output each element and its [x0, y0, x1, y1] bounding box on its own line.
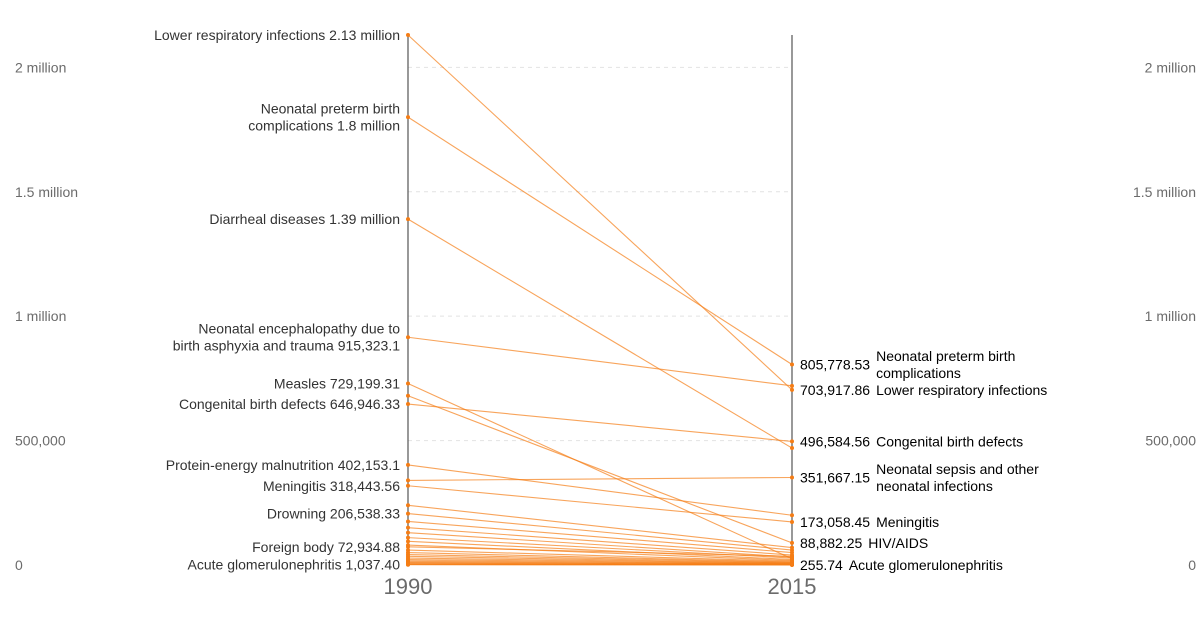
series-line: [407, 549, 793, 562]
y-tick-label-right: 1.5 million: [1133, 184, 1196, 200]
left-label: Acute glomerulonephritis 1,037.40: [188, 557, 401, 573]
y-tick-label-left: 1 million: [15, 308, 66, 324]
point-1990: [406, 503, 410, 508]
y-tick-label-right: 1 million: [1145, 308, 1196, 324]
point-1990: [406, 562, 410, 567]
point-1990: [406, 519, 410, 524]
left-label: Diarrheal diseases 1.39 million: [209, 211, 400, 227]
series-line: [407, 218, 793, 449]
point-1990: [406, 478, 410, 483]
right-label-name: Acute glomerulonephritis: [849, 557, 1003, 573]
right-label-name: Lower respiratory infections: [876, 382, 1047, 398]
series-line: [407, 383, 793, 560]
year-axes: [407, 35, 793, 565]
series-line: [407, 34, 793, 391]
series-line: [407, 116, 793, 365]
series-line: [407, 553, 793, 564]
series-line: [407, 557, 793, 564]
y-tick-label-left: 0: [15, 557, 23, 573]
point-2015: [790, 545, 794, 550]
right-label-value: 805,778.53: [800, 357, 870, 373]
right-label-name: Congenital birth defects: [876, 433, 1023, 449]
series-line: [407, 336, 793, 387]
right-label-value: 703,917.86: [800, 382, 870, 398]
series-line: [407, 527, 793, 556]
y-tick-label-right: 0: [1188, 557, 1196, 573]
point-1990: [406, 543, 410, 548]
series-line: [407, 504, 793, 549]
point-1990: [406, 511, 410, 516]
right-label-value: 255.74: [800, 557, 843, 573]
right-label-value: 496,584.56: [800, 433, 870, 449]
left-label: Neonatal encephalopathy due to birth asph…: [173, 321, 400, 354]
point-1990: [406, 483, 410, 488]
point-1990: [406, 217, 410, 222]
left-label: Lower respiratory infections 2.13 millio…: [154, 27, 400, 43]
series-lines: [407, 34, 793, 566]
x-tick-label: 1990: [384, 574, 433, 599]
y-axis-ticks: 0 0 500,000 500,000 1 million 1 million 1.5 mi…: [15, 59, 1196, 573]
point-2015: [790, 387, 794, 392]
point-1990: [406, 535, 410, 540]
left-label: Neonatal preterm birth complications 1.8 …: [248, 101, 400, 134]
right-label-name: Neonatal preterm birth complications: [876, 348, 1015, 381]
y-tick-label-left: 500,000: [15, 433, 66, 449]
point-2015: [790, 540, 794, 545]
right-label-name: Neonatal sepsis and other neonatal infect…: [876, 461, 1039, 494]
right-label-name: HIV/AIDS: [868, 535, 928, 551]
point-1990: [406, 115, 410, 120]
point-2015: [790, 439, 794, 444]
gridlines: [408, 66, 792, 442]
right-label-value: 88,882.25: [800, 535, 862, 551]
point-1990: [406, 335, 410, 340]
right-labels: 805,778.53 Neonatal preterm birth complica…: [800, 348, 1047, 573]
point-1990: [406, 381, 410, 386]
x-axis-ticks: 1990 2015: [384, 574, 817, 599]
series-line: [407, 464, 793, 516]
left-label: Foreign body 72,934.88: [252, 539, 400, 555]
point-1990: [406, 525, 410, 530]
point-2015: [790, 519, 794, 524]
y-tick-label-left: 2 million: [15, 59, 66, 75]
point-1990: [406, 393, 410, 398]
point-2015: [790, 475, 794, 480]
left-label: Protein-energy malnutrition 402,153.1: [166, 457, 400, 473]
series-line: [407, 552, 793, 563]
series-line: [407, 540, 793, 561]
series-line: [407, 537, 793, 559]
x-tick-label: 2015: [768, 574, 817, 599]
left-label: Congenital birth defects 646,946.33: [179, 396, 400, 412]
series-line: [407, 403, 793, 442]
left-label: Meningitis 318,443.56: [263, 478, 400, 494]
series-line: [407, 520, 793, 554]
y-tick-label-right: 2 million: [1145, 59, 1196, 75]
series-line: [407, 395, 793, 544]
point-2015: [790, 383, 794, 388]
right-label-value: 173,058.45: [800, 514, 870, 530]
series-line: [407, 513, 793, 551]
right-label-value: 351,667.15: [800, 469, 870, 485]
point-1990: [406, 462, 410, 467]
left-label: Measles 729,199.31: [274, 376, 400, 392]
point-2015: [790, 562, 794, 567]
point-1990: [406, 530, 410, 535]
point-2015: [790, 446, 794, 451]
point-1990: [406, 539, 410, 544]
point-1990: [406, 33, 410, 37]
point-2015: [790, 362, 794, 367]
left-label: Drowning 206,538.33: [267, 506, 400, 522]
series-line: [407, 485, 793, 523]
point-2015: [790, 513, 794, 518]
y-tick-label-right: 500,000: [1145, 433, 1196, 449]
series-line: [407, 532, 793, 558]
series-line: [407, 476, 793, 481]
point-1990: [406, 402, 410, 407]
left-labels: Lower respiratory infections 2.13 millio…: [154, 27, 400, 573]
right-label-name: Meningitis: [876, 514, 939, 530]
y-tick-label-left: 1.5 million: [15, 184, 78, 200]
series-points: [406, 33, 794, 567]
series-line: [407, 544, 793, 562]
